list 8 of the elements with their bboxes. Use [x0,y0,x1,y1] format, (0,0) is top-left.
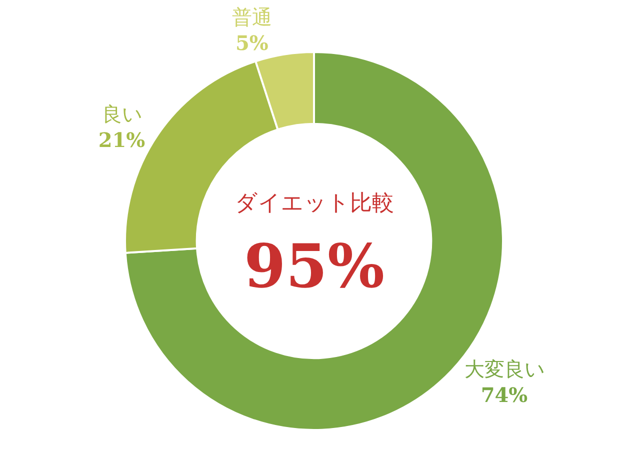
text: ダイエット比較 [235,191,394,216]
data-label: 21% [98,128,146,152]
text: 95% [244,232,385,302]
slice-label: 大変良い [464,357,544,382]
data-label: 5% [235,30,268,55]
slice-label: 良い [102,102,142,126]
data-label: 74% [480,383,528,408]
slice-label: 普通 [232,4,272,29]
